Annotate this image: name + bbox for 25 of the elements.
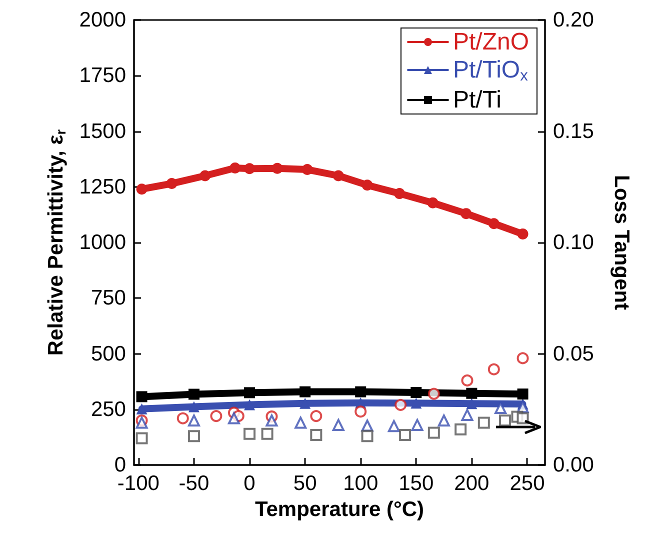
x-tick-label: 200 (454, 472, 490, 495)
x-tick-label: 50 (293, 472, 317, 495)
y-tick-label: 2000 (79, 8, 126, 32)
y2-tick-label: 0.15 (553, 120, 594, 143)
x-tick-label: 0 (244, 472, 256, 495)
y2-tick-label: 0.00 (553, 454, 594, 476)
y2-tick-label: 0.05 (553, 342, 594, 366)
legend-label: Pt/ZnO (452, 28, 530, 56)
y2-axis-title: Loss Tangent (610, 175, 633, 310)
y-tick-label: 750 (90, 286, 126, 310)
x-tick-label: 150 (398, 472, 434, 495)
y-axis-title: Relative Permittivity, εr (44, 128, 68, 356)
y-tick-label: 1750 (79, 64, 126, 88)
x-tick-label: -50 (178, 472, 210, 495)
legend-label: Pt/Ti (452, 86, 502, 114)
x-tick-label: 100 (343, 472, 378, 495)
x-tick-label: 250 (510, 472, 545, 495)
y-tick-label: 1000 (79, 231, 126, 254)
y2-tick-label: 0.20 (553, 8, 594, 32)
y-tick-label: 1250 (79, 175, 126, 198)
y2-tick-label: 0.10 (553, 231, 594, 254)
y-tick-label: 500 (90, 342, 126, 366)
x-axis-title: Temperature (°C) (254, 498, 424, 521)
y-tick-label: 250 (90, 398, 126, 421)
y-tick-label: 1500 (79, 120, 126, 143)
